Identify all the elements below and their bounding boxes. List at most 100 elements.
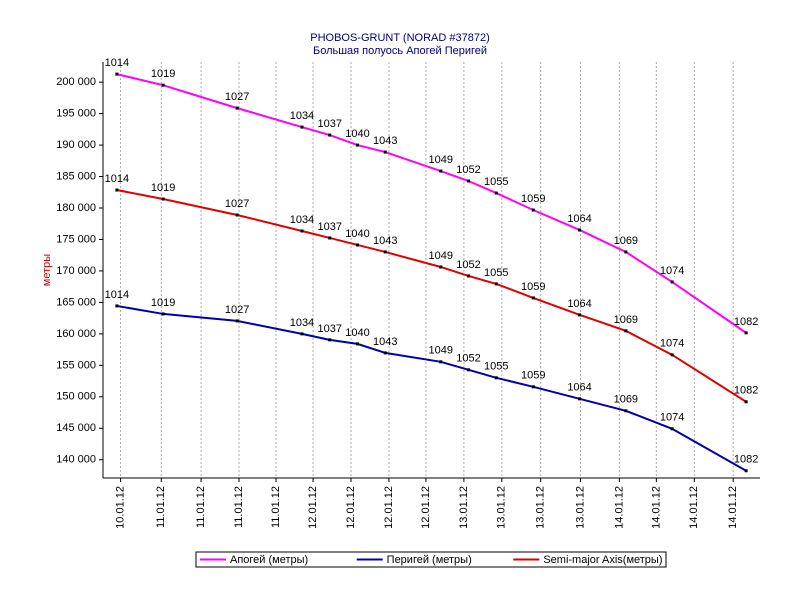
point bbox=[439, 169, 443, 173]
point-annotation: 1043 bbox=[373, 336, 397, 348]
point bbox=[670, 427, 674, 431]
point-annotation: 1052 bbox=[456, 259, 480, 271]
point bbox=[161, 312, 165, 316]
x-tick-label: 14.01.12 bbox=[688, 486, 700, 529]
point bbox=[355, 143, 359, 147]
y-tick-label: 145 000 bbox=[56, 422, 96, 434]
point bbox=[355, 243, 359, 247]
point-annotation: 1082 bbox=[734, 454, 758, 466]
x-tick-label: 14.01.12 bbox=[727, 486, 739, 529]
point bbox=[115, 188, 119, 192]
x-tick-label: 12.01.12 bbox=[420, 486, 432, 529]
chart-title: PHOBOS-GRUNT (NORAD #37872) bbox=[310, 32, 490, 44]
x-tick-label: 10.01.12 bbox=[114, 486, 126, 529]
y-tick-label: 165 000 bbox=[56, 296, 96, 308]
x-tick-label: 11.01.12 bbox=[155, 486, 167, 528]
point-annotation: 1027 bbox=[225, 304, 249, 316]
point-annotation: 1049 bbox=[429, 154, 453, 166]
x-tick-label: 11.01.12 bbox=[195, 486, 207, 528]
point-annotation: 1052 bbox=[456, 353, 480, 365]
point bbox=[328, 236, 332, 240]
legend-label: Апогей (метры) bbox=[230, 554, 308, 566]
point bbox=[744, 331, 748, 335]
point bbox=[467, 368, 471, 372]
series-line bbox=[116, 304, 747, 472]
point bbox=[624, 409, 628, 413]
point-annotation: 1019 bbox=[151, 68, 175, 80]
point-annotation: 1034 bbox=[290, 317, 314, 329]
point-annotation: 1064 bbox=[567, 382, 591, 394]
point-annotation: 1049 bbox=[429, 345, 453, 357]
point bbox=[531, 385, 535, 389]
x-tick-label: 14.01.12 bbox=[613, 486, 625, 529]
point bbox=[494, 282, 498, 286]
point bbox=[383, 250, 387, 254]
point-annotation: 1069 bbox=[614, 314, 638, 326]
point bbox=[300, 332, 304, 336]
y-tick-label: 150 000 bbox=[56, 391, 96, 403]
y-tick-label: 160 000 bbox=[56, 328, 96, 340]
point bbox=[439, 360, 443, 364]
point bbox=[624, 329, 628, 333]
x-tick-label: 12.01.12 bbox=[345, 486, 357, 529]
point bbox=[355, 342, 359, 346]
point-annotation: 1069 bbox=[614, 235, 638, 247]
point bbox=[744, 469, 748, 473]
point bbox=[161, 197, 165, 201]
x-tick-label: 12.01.12 bbox=[383, 486, 395, 529]
y-tick-label: 170 000 bbox=[56, 265, 96, 277]
point bbox=[383, 150, 387, 154]
y-tick-label: 200 000 bbox=[56, 76, 96, 88]
x-tick-label: 12.01.12 bbox=[307, 486, 319, 529]
point-annotation: 1059 bbox=[521, 281, 545, 293]
x-tick-label: 14.01.12 bbox=[650, 486, 662, 529]
point-annotation: 1059 bbox=[521, 193, 545, 205]
point bbox=[328, 133, 332, 137]
point bbox=[161, 83, 165, 87]
point bbox=[670, 280, 674, 284]
point bbox=[744, 400, 748, 404]
point bbox=[300, 229, 304, 233]
point bbox=[494, 191, 498, 195]
x-tick-label: 13.01.12 bbox=[458, 486, 470, 529]
point-annotation: 1034 bbox=[290, 214, 314, 226]
point bbox=[494, 376, 498, 380]
point-annotation: 1069 bbox=[614, 394, 638, 406]
x-tick-label: 13.01.12 bbox=[574, 486, 586, 529]
point-annotation: 1014 bbox=[105, 57, 129, 69]
point bbox=[670, 353, 674, 357]
point-annotation: 1027 bbox=[225, 91, 249, 103]
point-annotation: 1014 bbox=[105, 173, 129, 185]
point-annotation: 1043 bbox=[373, 135, 397, 147]
point-annotation: 1074 bbox=[660, 412, 684, 424]
legend-box bbox=[195, 551, 667, 568]
y-tick-label: 185 000 bbox=[56, 170, 96, 182]
series-line bbox=[116, 189, 747, 403]
y-axis-label: метры bbox=[41, 254, 53, 286]
y-tick-label: 140 000 bbox=[56, 454, 96, 466]
y-tick-label: 190 000 bbox=[56, 139, 96, 151]
point bbox=[235, 213, 239, 217]
point bbox=[531, 208, 535, 212]
point-annotation: 1064 bbox=[567, 298, 591, 310]
legend-label: Перигей (метры) bbox=[387, 554, 472, 566]
point-annotation: 1055 bbox=[484, 361, 508, 373]
point-annotation: 1082 bbox=[734, 385, 758, 397]
point bbox=[383, 351, 387, 355]
point-annotation: 1074 bbox=[660, 338, 684, 350]
point-annotation: 1037 bbox=[317, 221, 341, 233]
x-tick-label: 13.01.12 bbox=[496, 486, 508, 529]
point-annotation: 1040 bbox=[345, 327, 369, 339]
point bbox=[235, 106, 239, 110]
point bbox=[115, 304, 119, 308]
point-annotation: 1037 bbox=[317, 323, 341, 335]
point-annotation: 1055 bbox=[484, 176, 508, 188]
x-tick-label: 11.01.12 bbox=[233, 486, 245, 528]
x-tick-label: 13.01.12 bbox=[535, 486, 547, 529]
point bbox=[300, 125, 304, 129]
point-annotation: 1059 bbox=[521, 370, 545, 382]
point bbox=[624, 250, 628, 254]
y-tick-label: 175 000 bbox=[56, 233, 96, 245]
point-annotation: 1040 bbox=[345, 128, 369, 140]
point bbox=[467, 179, 471, 183]
